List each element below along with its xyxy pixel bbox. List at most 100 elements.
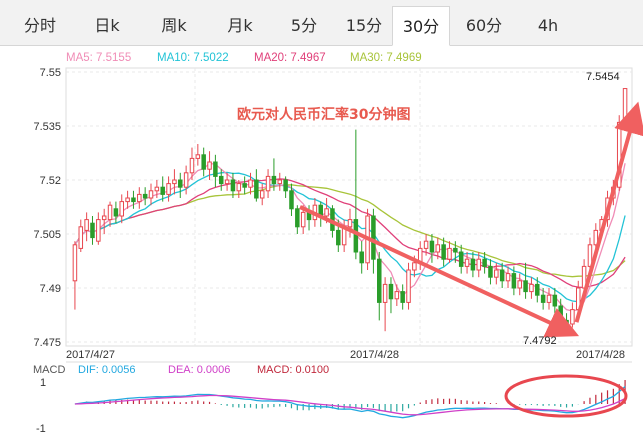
- y-tick-label: 7.55: [40, 67, 61, 79]
- candle-body: [382, 283, 388, 303]
- candle-body: [295, 208, 300, 228]
- candle: [359, 241, 364, 274]
- candle-body: [377, 258, 382, 303]
- candle-body: [535, 283, 540, 296]
- candle: [394, 284, 400, 306]
- candle-body: [476, 258, 482, 271]
- ma30-legend: MA30: 7.4969: [350, 52, 422, 64]
- down-trend-arrow: [299, 205, 580, 338]
- candle: [148, 183, 154, 206]
- candle: [101, 208, 107, 234]
- candle-body: [587, 244, 593, 267]
- candle: [423, 234, 429, 256]
- candle-body: [113, 208, 119, 217]
- y-tick-label: 7.52: [40, 175, 61, 187]
- candle-body: [400, 291, 405, 303]
- dea-label: DEA: 0.0006: [168, 364, 230, 376]
- candle-body: [259, 190, 265, 199]
- low-label: 7.4792: [523, 335, 557, 347]
- candle-body: [224, 179, 230, 185]
- candle-body: [570, 309, 575, 325]
- candle-body: [172, 179, 177, 185]
- candle-body: [101, 215, 107, 221]
- candle: [447, 241, 452, 263]
- high-label: 7.5454: [586, 71, 620, 83]
- candle: [230, 172, 236, 198]
- candle-body: [166, 183, 171, 195]
- candle: [552, 288, 558, 314]
- candle-body: [230, 179, 236, 192]
- candle-body: [412, 262, 417, 271]
- candle: [470, 252, 476, 278]
- candle-body: [107, 204, 113, 221]
- candle-body: [125, 197, 130, 203]
- candle-body: [72, 244, 78, 282]
- tab-8[interactable]: 4h: [537, 16, 559, 35]
- candles: [72, 88, 628, 332]
- candle-body: [622, 88, 628, 123]
- candle: [441, 237, 446, 267]
- tab-5[interactable]: 15分: [345, 16, 383, 35]
- candle: [160, 176, 165, 202]
- x-tick-label: 2017/4/28: [350, 349, 399, 361]
- candle-body: [213, 161, 218, 177]
- candle: [119, 194, 125, 224]
- candle: [236, 180, 242, 198]
- candle: [242, 176, 247, 195]
- candle: [277, 172, 283, 191]
- candle: [417, 241, 423, 270]
- tab-6[interactable]: 30分: [392, 6, 450, 46]
- candle-body: [347, 219, 353, 228]
- tab-4[interactable]: 5分: [290, 16, 318, 35]
- tab-3[interactable]: 月k: [227, 16, 253, 35]
- candle-body: [207, 161, 212, 170]
- candle: [535, 277, 540, 303]
- macd-y-tick: -1: [36, 423, 46, 435]
- candle: [218, 169, 224, 191]
- candle: [494, 262, 499, 285]
- candle: [72, 241, 78, 310]
- candle-body: [388, 283, 394, 300]
- tab-2[interactable]: 周k: [161, 16, 187, 35]
- candle-body: [593, 229, 599, 246]
- candle: [476, 252, 482, 278]
- candle: [96, 212, 101, 245]
- candle-body: [453, 247, 458, 253]
- candle: [178, 172, 183, 198]
- candle-body: [441, 244, 446, 260]
- ma10-legend: MA10: 7.5022: [157, 52, 229, 64]
- candle: [259, 183, 265, 206]
- candle: [213, 154, 218, 188]
- candle-body: [254, 179, 259, 199]
- y-tick-label: 7.535: [33, 121, 61, 133]
- candle-body: [511, 273, 517, 289]
- candle: [271, 158, 277, 191]
- y-tick-label: 7.475: [33, 337, 61, 349]
- candle: [622, 88, 628, 126]
- candle: [353, 129, 359, 260]
- macd-panel: MACD DIF: 0.0056 DEA: 0.0006 MACD: 0.0100 1 -…: [33, 361, 632, 435]
- candle-body: [201, 154, 206, 170]
- chart-labels: 欧元对人民币汇率30分钟图 7.5454 7.4792 2017/4/27 2017/4…: [66, 71, 625, 361]
- candle-body: [447, 247, 452, 260]
- candle-body: [137, 193, 142, 203]
- candle-body: [131, 197, 136, 203]
- tab-1[interactable]: 日k: [94, 16, 120, 35]
- candle: [125, 190, 130, 209]
- timeframe-tabs: 分时 日k 周k 月k 5分 15分 30分 60分 4h: [0, 0, 643, 46]
- candle: [517, 273, 522, 296]
- candle: [254, 169, 259, 202]
- trend-arrows: [299, 101, 643, 338]
- candle-body: [271, 175, 277, 185]
- plot-frame: [65, 67, 633, 347]
- candle-body: [336, 229, 341, 246]
- candle: [546, 288, 552, 310]
- candle: [347, 208, 353, 238]
- candle-body: [84, 219, 89, 231]
- tab-7[interactable]: 60分: [465, 16, 503, 35]
- chart-grid: 7.55 7.535 7.52 7.505 7.49 7.475: [33, 67, 633, 349]
- candle-body: [236, 183, 242, 192]
- tab-0[interactable]: 分时: [23, 16, 56, 35]
- candle-body: [505, 273, 511, 282]
- candle: [113, 201, 119, 224]
